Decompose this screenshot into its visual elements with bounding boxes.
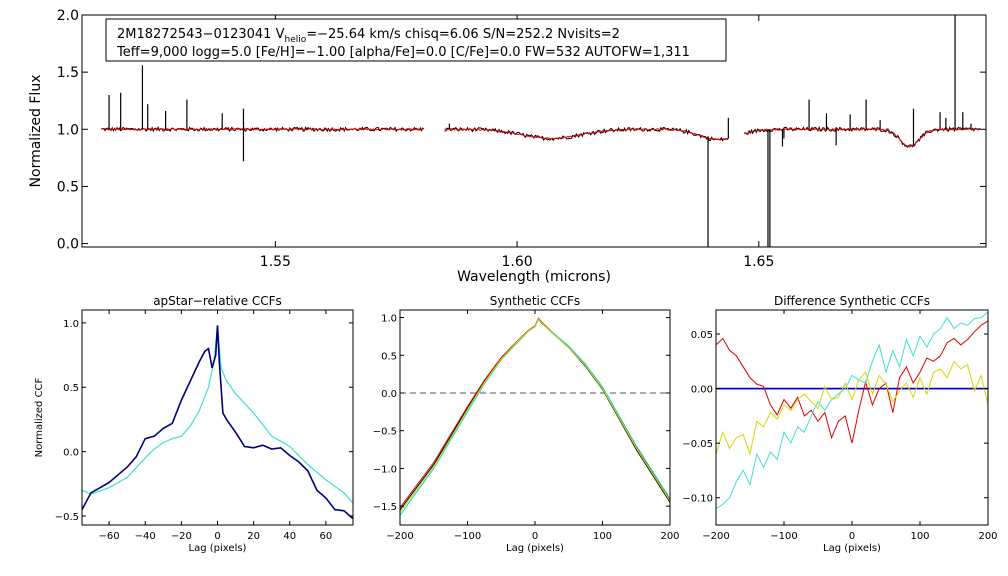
x-tick-label: 200 xyxy=(978,531,997,542)
x-tick-label: 100 xyxy=(910,531,929,542)
chart-diff: −200 −100 0 100 200 −0.10 −0.05 0.00 0.05 Differe… xyxy=(682,294,997,554)
series-red xyxy=(400,317,670,508)
y-tick-label: 0.5 xyxy=(381,351,397,362)
y-tick-label: −0.10 xyxy=(682,494,713,505)
x-tick-label: −100 xyxy=(454,531,481,542)
spectrum-model-chip-1 xyxy=(100,127,424,131)
chart-title: apStar−relative CCFs xyxy=(153,294,282,308)
series-black xyxy=(400,318,670,511)
y-tick-label: 0.0 xyxy=(63,448,79,459)
y-tick-label: 0.0 xyxy=(381,389,397,400)
chart-spectrum: 1.55 1.60 1.65 0.0 0.5 1.0 1.5 2.0 Wavelength (m… xyxy=(28,8,987,285)
info-line-2: Teff=9,000 logg=5.0 [Fe/H]=−1.00 [alpha/… xyxy=(116,45,690,60)
y-tick-label: −1.0 xyxy=(373,464,397,475)
y-tick-label: 0.05 xyxy=(691,330,713,341)
x-tick-label: 100 xyxy=(593,531,612,542)
x-tick-label: −200 xyxy=(386,531,413,542)
x-axis-label: Wavelength (microns) xyxy=(457,269,611,285)
synth-series xyxy=(400,317,670,516)
series-cyan xyxy=(400,318,670,516)
spectrum-observed-chip-1 xyxy=(101,125,425,133)
plot-frame xyxy=(81,309,354,526)
x-tick-label: −40 xyxy=(135,531,156,542)
chart-title: Difference Synthetic CCFs xyxy=(774,294,930,308)
y-tick-label: 1.0 xyxy=(57,122,79,138)
x-axis-label: Lag (pixels) xyxy=(189,543,247,554)
info-text: 2M18272543−0123041 V xyxy=(117,27,285,42)
series-yellow xyxy=(716,360,988,456)
series-yellow xyxy=(400,318,670,513)
spectrum-lines xyxy=(100,15,981,247)
y-tick-label: 1.5 xyxy=(57,65,79,81)
series-visit1 xyxy=(82,325,353,504)
y-tick-label: 0.5 xyxy=(63,383,79,394)
y-tick-label: −0.5 xyxy=(55,512,79,523)
info-line-1: 2M18272543−0123041 Vhelio=−25.64 km/s ch… xyxy=(117,27,620,45)
info-box: 2M18272543−0123041 Vhelio=−25.64 km/s ch… xyxy=(105,18,727,62)
x-axis-label: Lag (pixels) xyxy=(506,543,564,554)
chart-synth: −200 −100 0 100 200 −1.5 −1.0 −0.5 0.0 0.5 1.0 Synt… xyxy=(373,294,680,554)
y-tick-label: 0.5 xyxy=(57,179,79,195)
x-axis-label: Lag (pixels) xyxy=(823,543,881,554)
x-tick-label: 0 xyxy=(532,531,538,542)
y-tick-label: 1.0 xyxy=(381,314,397,325)
x-tick-label: −60 xyxy=(99,531,120,542)
series-cyan xyxy=(716,311,988,510)
plot-frame xyxy=(399,309,671,526)
x-tick-label: 60 xyxy=(320,531,333,542)
y-tick-label: −0.5 xyxy=(373,427,397,438)
x-tick-label: 40 xyxy=(283,531,296,542)
y-tick-label: 1.0 xyxy=(63,319,79,330)
y-tick-label: 0.0 xyxy=(57,237,79,253)
x-tick-label: 200 xyxy=(660,531,679,542)
apstar-series xyxy=(82,325,353,520)
plot-frame xyxy=(81,14,987,248)
spectrum-model-chip-2 xyxy=(444,127,729,141)
y-tick-label: 0.00 xyxy=(691,385,713,396)
x-tick-label: 0 xyxy=(849,531,855,542)
y-tick-label: −1.5 xyxy=(373,502,397,513)
chart-title: Synthetic CCFs xyxy=(490,294,580,308)
y-tick-label: 2.0 xyxy=(57,8,79,24)
x-tick-label: −100 xyxy=(770,531,797,542)
info-text: Teff=9,000 logg=5.0 [Fe/H]=−1.00 [alpha/… xyxy=(116,45,690,60)
info-box-frame xyxy=(105,18,727,62)
chart-apstar: −60 −40 −20 0 20 40 60 −0.5 0.0 0.5 1.0 apStar−rela… xyxy=(34,294,354,554)
x-tick-label: 1.60 xyxy=(501,254,532,270)
y-tick-label: −0.05 xyxy=(682,439,713,450)
x-tick-label: 1.55 xyxy=(260,254,291,270)
y-axis-label: Normalized Flux xyxy=(28,75,44,188)
diff-series xyxy=(716,311,988,510)
x-tick-label: 1.65 xyxy=(743,254,774,270)
series-visit2 xyxy=(82,325,353,520)
x-tick-label: 20 xyxy=(247,531,260,542)
y-axis-label: Normalized CCF xyxy=(34,377,45,457)
spectrum-model-chip-3 xyxy=(744,127,981,148)
x-tick-label: 0 xyxy=(214,531,220,542)
x-tick-label: −200 xyxy=(702,531,729,542)
x-tick-label: −20 xyxy=(171,531,192,542)
info-text: =−25.64 km/s chisq=6.06 S/N=252.2 Nvisit… xyxy=(306,27,620,42)
info-subscript: helio xyxy=(284,35,306,45)
series-red xyxy=(716,320,988,444)
